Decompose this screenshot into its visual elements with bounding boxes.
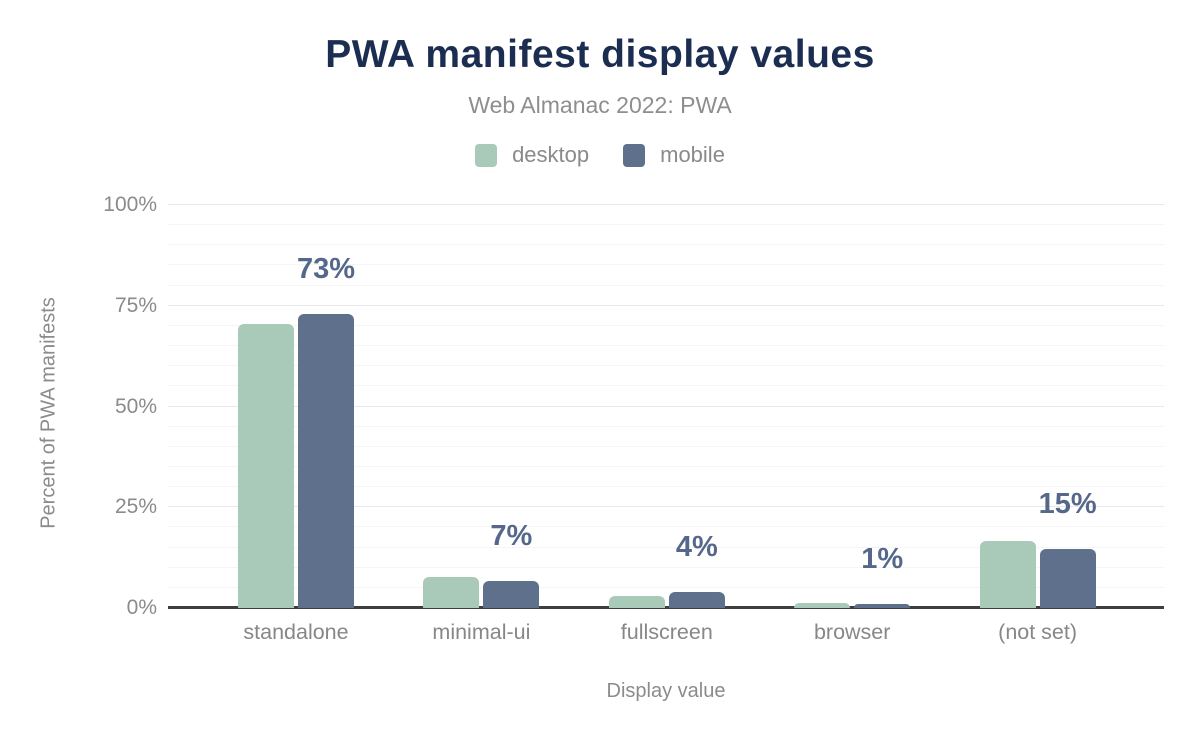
data-label-minimal-ui: 7% — [490, 520, 533, 553]
x-tick-label-minimal-ui: minimal-ui — [432, 620, 531, 644]
desktop-bar-(not set) — [979, 541, 1036, 608]
data-label-(not set): 15% — [1038, 487, 1097, 520]
y-tick-label-25: 25% — [114, 495, 157, 519]
data-label-fullscreen: 4% — [675, 530, 718, 563]
x-tick-label-(not set): (not set) — [998, 620, 1078, 644]
y-tick-label-75: 75% — [114, 293, 157, 317]
legend-item-desktop: desktop — [475, 142, 589, 168]
gridline-50 — [168, 405, 1164, 407]
y-tick-label-100: 100% — [103, 193, 157, 216]
gridline-10 — [168, 566, 1164, 568]
mobile-bar-(not set) — [1039, 548, 1096, 608]
mobile-bar-minimal-ui — [483, 581, 540, 608]
desktop-swatch-icon — [475, 143, 498, 167]
gridline-5 — [168, 586, 1164, 588]
gridline-90 — [168, 244, 1164, 246]
gridline-15 — [168, 546, 1164, 548]
legend: desktop mobile — [0, 142, 1200, 168]
desktop-bar-fullscreen — [608, 596, 665, 608]
gridline-20 — [168, 526, 1164, 528]
x-tick-label-standalone: standalone — [243, 620, 349, 644]
plot-area: 73% 7% 4% 1% 15% — [168, 204, 1164, 609]
data-label-browser: 1% — [861, 542, 904, 575]
desktop-bar-minimal-ui — [423, 577, 480, 608]
y-axis-title: Percent of PWA manifests — [37, 297, 60, 529]
gridline-75 — [168, 304, 1164, 306]
y-tick-label-50: 50% — [114, 394, 157, 418]
chart-subtitle: Web Almanac 2022: PWA — [468, 92, 732, 118]
mobile-swatch-icon — [623, 143, 646, 167]
gridline-60 — [168, 365, 1164, 367]
x-axis-title: Display value — [606, 680, 726, 702]
gridline-80 — [168, 284, 1164, 286]
x-tick-label-browser: browser — [813, 620, 891, 644]
gridline-55 — [168, 385, 1164, 387]
bar-group-browser — [794, 603, 911, 608]
legend-item-mobile: mobile — [623, 142, 725, 168]
desktop-bar-standalone — [238, 324, 294, 608]
gridline-45 — [168, 425, 1164, 427]
gridline-35 — [168, 465, 1164, 467]
desktop-bar-browser — [794, 603, 851, 608]
gridline-100 — [168, 204, 1164, 205]
bar-group-(not set) — [979, 541, 1096, 608]
mobile-bar-standalone — [298, 313, 354, 608]
bar-group-fullscreen — [608, 591, 725, 608]
mobile-bar-browser — [854, 603, 911, 608]
x-axis-line — [168, 606, 1164, 609]
data-label-standalone: 73% — [296, 252, 356, 285]
legend-label: mobile — [660, 142, 725, 167]
gridline-65 — [168, 345, 1164, 347]
legend-label: desktop — [512, 142, 590, 167]
bar-group-minimal-ui — [423, 577, 540, 608]
gridline-85 — [168, 264, 1164, 266]
bar-group-standalone — [238, 313, 354, 608]
x-tick-label-fullscreen: fullscreen — [620, 620, 713, 644]
gridline-95 — [168, 224, 1164, 226]
gridline-40 — [168, 445, 1164, 447]
chart-title: PWA manifest display values — [325, 33, 875, 76]
y-tick-label-0: 0% — [126, 596, 157, 619]
gridline-25 — [168, 506, 1164, 508]
gridline-70 — [168, 324, 1164, 326]
gridline-30 — [168, 486, 1164, 488]
mobile-bar-fullscreen — [668, 591, 725, 608]
